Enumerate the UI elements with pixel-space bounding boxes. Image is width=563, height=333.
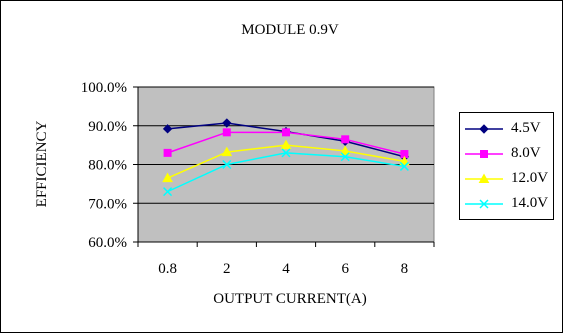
legend-marker-14-0v <box>479 199 489 209</box>
data-point-14-0v <box>399 161 409 171</box>
data-point-12-0v <box>399 155 410 166</box>
legend-label: 12.0V <box>511 170 549 186</box>
x-tick-label: 4 <box>282 261 290 277</box>
data-point-12-0v <box>221 146 233 157</box>
y-tick-label: 60.0% <box>88 235 127 251</box>
legend-item-8-0v: 8.0V <box>460 142 555 166</box>
legend-marker-4-5v <box>479 124 489 134</box>
legend-item-12-0v: 12.0V <box>460 167 555 191</box>
data-point-14-0v <box>222 159 232 170</box>
data-point-12-0v <box>339 145 351 155</box>
chart-title: MODULE 0.9V <box>241 22 339 38</box>
data-point-14-0v <box>281 148 291 158</box>
legend-swatch-4-5v <box>465 124 503 134</box>
data-point-12-0v <box>280 139 292 150</box>
x-tick-label: 8 <box>401 261 409 277</box>
legend-label: 4.5V <box>511 120 541 136</box>
x-tick-label: 2 <box>223 261 231 277</box>
data-point-8-0v <box>282 128 290 137</box>
legend-label: 14.0V <box>511 195 549 211</box>
data-point-12-0v <box>162 172 173 183</box>
legend-swatch-14-0v <box>465 199 503 209</box>
data-point-14-0v <box>163 187 173 197</box>
x-axis-ticks: 0.8 2 4 6 8 <box>137 87 435 277</box>
y-axis-ticks: 60.0% 70.0% 80.0% 90.0% 100.0% <box>81 80 138 251</box>
legend-marker-12-0v <box>478 173 490 183</box>
y-tick-label: 70.0% <box>88 196 127 212</box>
legend-marker-8-0v <box>480 150 488 158</box>
legend-swatch-8-0v <box>465 150 503 158</box>
data-point-8-0v <box>163 148 172 157</box>
data-point-8-0v <box>341 135 350 144</box>
legend-item-14-0v: 14.0V <box>460 192 555 216</box>
y-tick-label: 100.0% <box>81 80 127 96</box>
x-tick-label: 0.8 <box>158 261 177 277</box>
y-axis-label: EFFICIENCY <box>34 121 50 208</box>
legend-item-4-5v: 4.5V <box>460 117 555 141</box>
y-tick-label: 90.0% <box>88 119 127 135</box>
data-point-14-0v <box>340 152 350 162</box>
x-tick-label: 6 <box>341 261 349 277</box>
legend: 4.5V 8.0V 12.0V 14.0V <box>459 112 554 220</box>
legend-swatch-12-0v <box>465 173 503 183</box>
y-tick-label: 80.0% <box>88 158 127 174</box>
legend-label: 8.0V <box>511 145 541 161</box>
data-point-4-5v <box>222 118 232 128</box>
series-layer <box>162 118 410 197</box>
x-axis-label: OUTPUT CURRENT(A) <box>213 291 366 307</box>
data-point-4-5v <box>162 124 173 134</box>
data-point-8-0v <box>222 128 231 137</box>
